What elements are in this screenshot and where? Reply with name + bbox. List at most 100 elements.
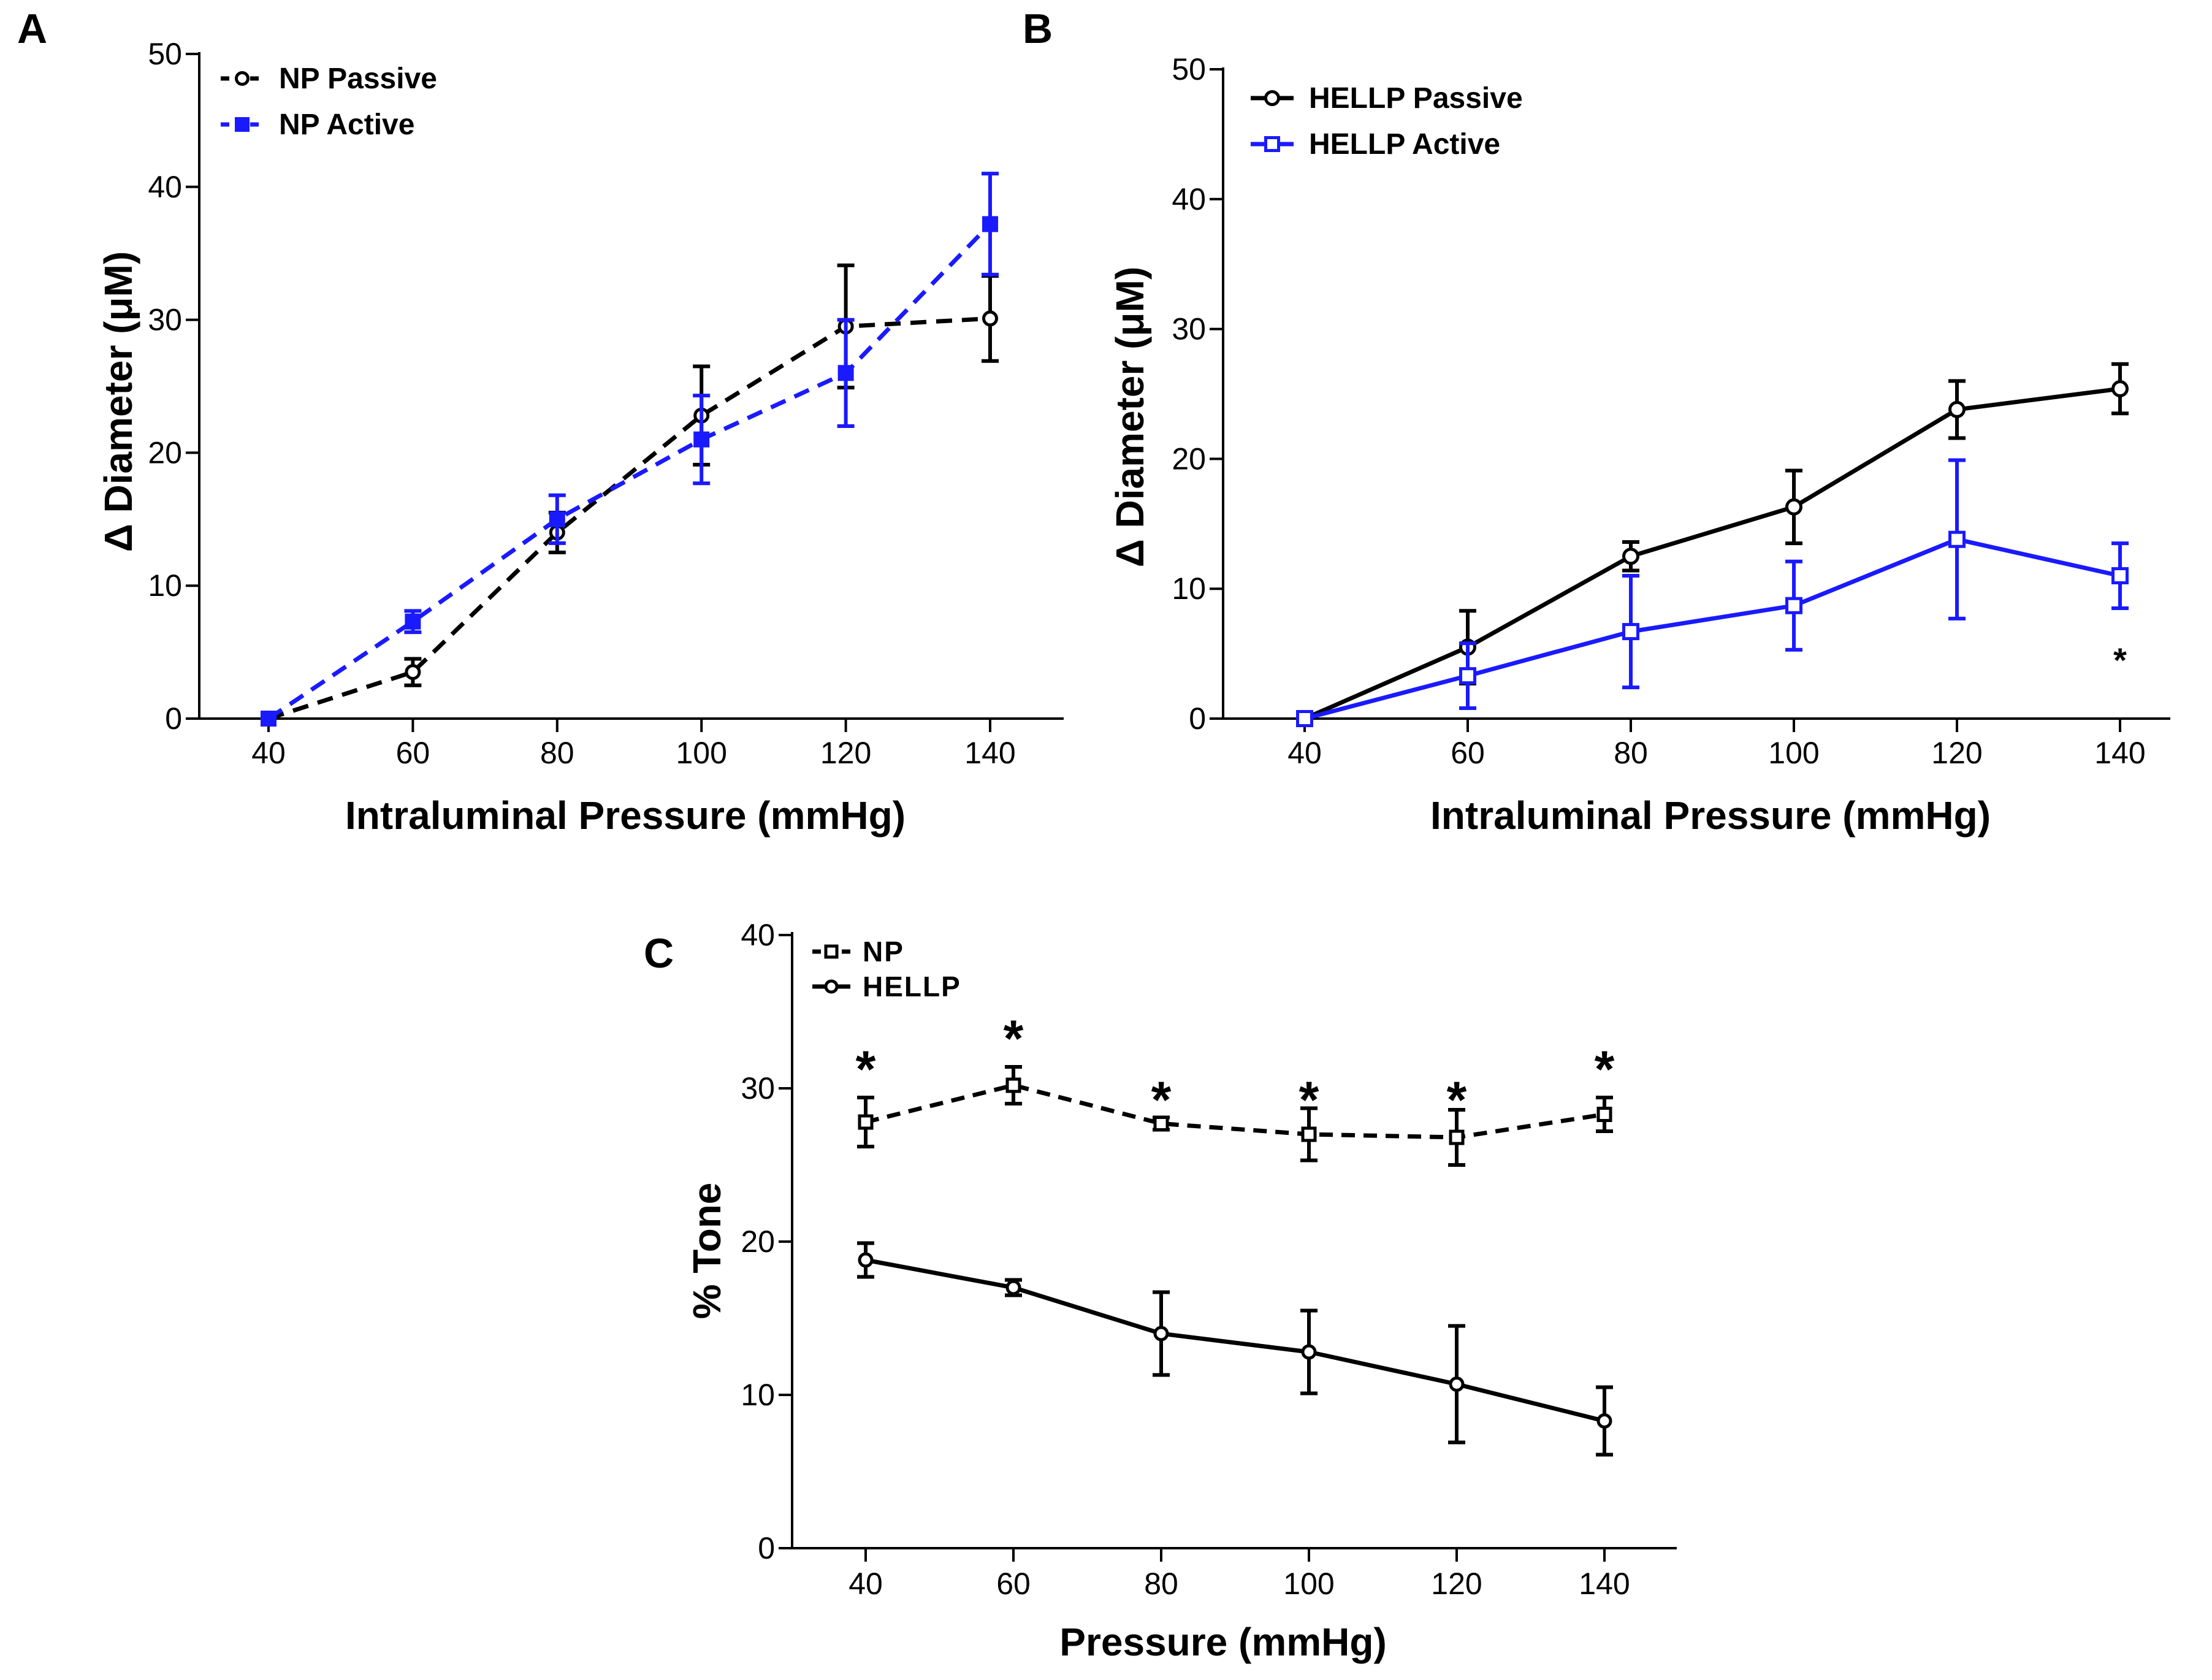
data-point-hellp-active xyxy=(1785,597,1802,614)
data-point-hellp-passive xyxy=(1785,498,1802,516)
series-line-np-passive xyxy=(267,316,991,721)
series-hellp-passive xyxy=(1296,362,2129,727)
data-point-hellp-active xyxy=(1296,710,1313,727)
y-tick-label-a: 40 xyxy=(148,170,182,204)
panel-label-a: A xyxy=(17,6,47,52)
data-point-hellp-active xyxy=(1622,623,1639,641)
data-point-hellp-active xyxy=(2111,567,2129,585)
series-line-hellp-passive xyxy=(1303,386,2121,721)
data-point-np-active xyxy=(405,613,421,630)
data-point-np xyxy=(1301,1126,1317,1142)
y-tick-label-a: 20 xyxy=(148,435,182,470)
data-point-hellp-active xyxy=(1459,667,1476,685)
significance-star-c: * xyxy=(1595,1040,1615,1098)
legend-label-np-active: NP Active xyxy=(279,109,414,141)
y-tick-label-b: 10 xyxy=(1172,571,1206,606)
significance-star-c: * xyxy=(1151,1071,1172,1129)
legend-label-np: NP xyxy=(863,936,904,968)
data-point-hellp xyxy=(858,1252,874,1268)
data-point-np-active xyxy=(693,431,710,448)
y-tick-label-b: 30 xyxy=(1172,312,1206,346)
x-tick-label-a: 80 xyxy=(540,736,574,770)
data-point-hellp xyxy=(1005,1280,1021,1296)
x-axis-title-b: Intraluminal Pressure (mmHg) xyxy=(1430,793,1991,838)
panel-label-c: C xyxy=(644,930,674,977)
data-point-hellp-passive xyxy=(1948,400,1966,418)
x-tick-label-a: 100 xyxy=(676,736,727,770)
panel-b-plot: 0 10 20 30 40 50 40 60 80 100 120 140 HELLP Passive H… xyxy=(1172,52,2170,770)
y-tick-label-b: 40 xyxy=(1172,182,1206,216)
series-np-passive xyxy=(261,263,999,727)
x-tick-label-b: 60 xyxy=(1451,736,1485,770)
x-tick-label-b: 120 xyxy=(1931,736,1982,770)
series-hellp-active xyxy=(1296,458,2129,727)
y-tick-label-a: 50 xyxy=(148,37,182,71)
x-tick-label-c: 100 xyxy=(1283,1567,1334,1601)
data-point-hellp-passive xyxy=(1622,548,1639,565)
x-tick-label-c: 80 xyxy=(1144,1567,1178,1601)
x-tick-label-b: 140 xyxy=(2094,736,2145,770)
y-tick-label-a: 30 xyxy=(148,303,182,337)
y-tick-label-c: 10 xyxy=(741,1378,775,1412)
x-tick-label-c: 60 xyxy=(996,1567,1031,1601)
y-axis-title-a: Δ Diameter (μM) xyxy=(96,251,140,552)
series-line-np-active xyxy=(267,223,992,720)
data-point-hellp-active xyxy=(1948,530,1966,548)
legend-label-hellp-passive: HELLP Passive xyxy=(1309,82,1523,115)
y-axis-title-c: % Tone xyxy=(685,1183,729,1319)
legend-label-np-passive: NP Passive xyxy=(279,63,437,95)
data-point-np-active xyxy=(549,511,565,527)
data-point-np xyxy=(858,1114,874,1130)
series-line-hellp-active xyxy=(1304,537,2121,721)
panel-label-b: B xyxy=(1023,6,1053,52)
y-tick-label-b: 50 xyxy=(1172,52,1206,86)
legend-marker-np-passive xyxy=(235,71,250,86)
y-tick-label-a: 0 xyxy=(165,701,182,736)
data-point-hellp xyxy=(1596,1413,1612,1429)
y-tick-label-c: 40 xyxy=(741,918,775,952)
series-line-np xyxy=(865,1083,1605,1140)
data-point-np-active xyxy=(982,216,998,232)
legend-label-hellp-active: HELLP Active xyxy=(1309,128,1500,161)
y-tick-label-c: 20 xyxy=(741,1224,775,1259)
series-hellp xyxy=(857,1241,1613,1457)
data-point-np xyxy=(1153,1116,1169,1131)
x-axis-title-c: Pressure (mmHg) xyxy=(1059,1620,1387,1664)
legend-marker-hellp-passive xyxy=(1264,90,1280,106)
series-np xyxy=(857,1065,1613,1167)
significance-star-c: * xyxy=(1447,1071,1467,1129)
y-axis-title-b: Δ Diameter (μM) xyxy=(1108,267,1152,568)
data-point-np xyxy=(1005,1077,1021,1093)
y-tick-label-a: 10 xyxy=(148,568,182,603)
series-np-active xyxy=(261,172,999,727)
x-tick-label-c: 120 xyxy=(1431,1567,1482,1601)
data-point-np xyxy=(1449,1129,1465,1145)
data-point-np-active xyxy=(837,365,854,381)
x-tick-label-a: 120 xyxy=(820,736,871,770)
legend-label-hellp: HELLP xyxy=(863,971,961,1002)
x-tick-label-b: 40 xyxy=(1287,736,1322,770)
significance-star-c: * xyxy=(1299,1071,1319,1129)
data-point-hellp xyxy=(1301,1344,1317,1360)
data-point-hellp xyxy=(1449,1376,1465,1392)
y-tick-label-b: 0 xyxy=(1189,701,1206,736)
x-tick-label-c: 140 xyxy=(1579,1567,1630,1601)
y-tick-label-c: 0 xyxy=(758,1531,775,1565)
significance-star-c: * xyxy=(856,1040,876,1098)
data-point-np-passive xyxy=(982,310,998,327)
y-tick-label-c: 30 xyxy=(741,1071,775,1105)
x-tick-label-a: 40 xyxy=(251,736,286,770)
legend-marker-np-active xyxy=(235,117,250,132)
data-point-np-passive xyxy=(405,664,421,681)
significance-star-b: * xyxy=(2113,641,2127,679)
legend-marker-np xyxy=(824,944,839,959)
data-point-np-active xyxy=(261,711,276,727)
x-tick-label-a: 60 xyxy=(396,736,430,770)
data-point-np xyxy=(1596,1107,1612,1122)
panel-a-plot: 0 10 20 30 40 50 40 60 80 100 120 140 NP Passive NP A… xyxy=(148,37,1064,770)
y-tick-label-b: 20 xyxy=(1172,441,1206,476)
significance-star-c: * xyxy=(1004,1010,1024,1067)
